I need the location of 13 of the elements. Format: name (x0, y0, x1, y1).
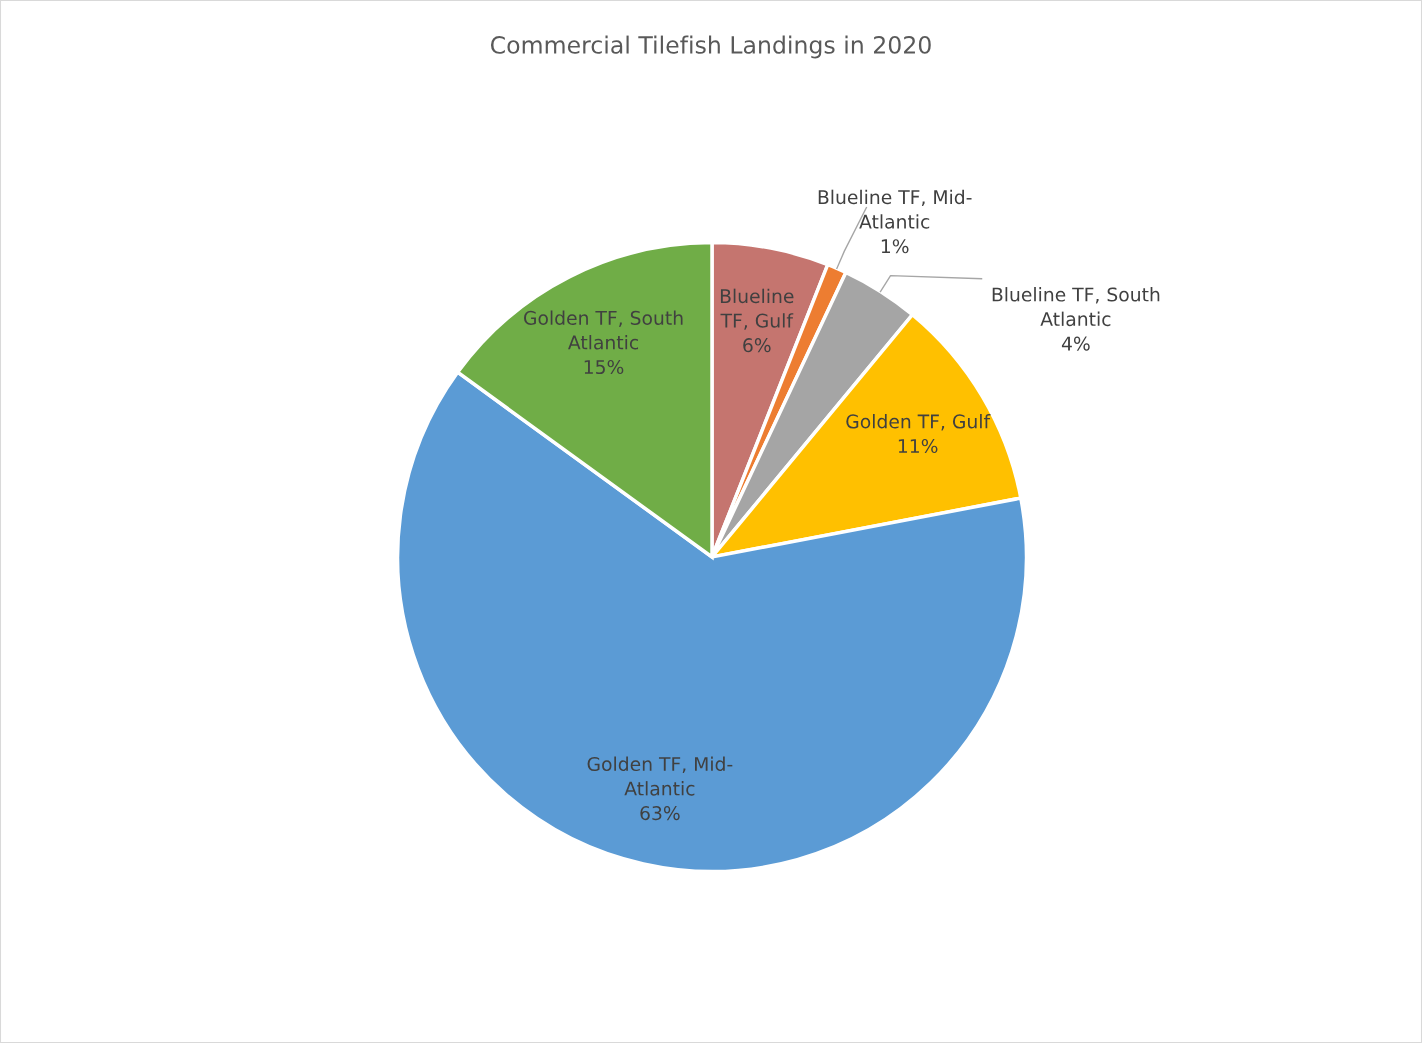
slice-label: Blueline TF, Mid- Atlantic (818, 189, 972, 229)
data-label: 4% (1061, 336, 1090, 351)
data-label: 11% (898, 438, 938, 454)
slice-label: Blueline TF, Gulf (720, 288, 794, 330)
data-label: 63% (640, 806, 680, 821)
slice-label: Golden TF, Gulf (846, 414, 991, 431)
chart-title: Commercial Tilefish Landings in 2020 (490, 35, 931, 59)
slice-label: Blueline TF, South Atlantic (992, 287, 1160, 327)
slice-label: Golden TF, Mid- Atlantic (587, 756, 733, 796)
data-label: 1% (881, 239, 909, 254)
data-label: 6% (743, 338, 771, 353)
slice-label: Golden TF, South Atlantic (524, 310, 683, 350)
data-label: 15% (584, 359, 624, 375)
